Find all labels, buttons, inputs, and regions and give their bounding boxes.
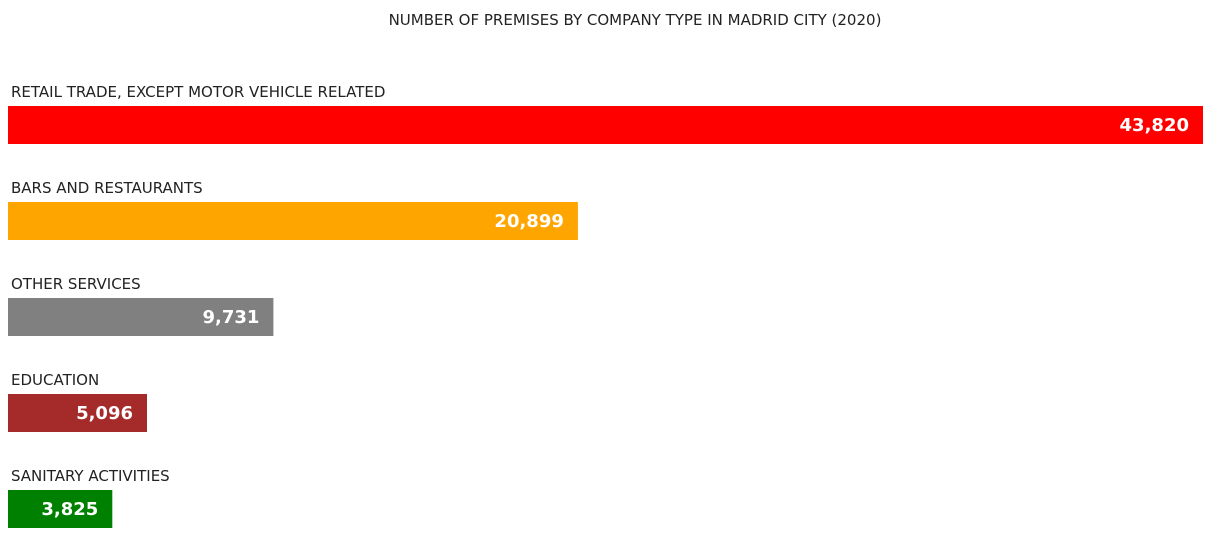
category-label-sanitary-activities: SANITARY ACTIVITIES bbox=[11, 467, 170, 485]
value-label-other-services: 9,731 bbox=[202, 307, 259, 328]
category-label-education: EDUCATION bbox=[11, 371, 99, 389]
value-label-sanitary-activities: 3,825 bbox=[41, 499, 98, 520]
bar-bars-and-restaurants bbox=[8, 202, 578, 240]
bar-other-services bbox=[8, 298, 274, 336]
bar-retail-trade-except-motor-vehicle-related bbox=[8, 106, 1203, 144]
value-label-retail-trade-except-motor-vehicle-related: 43,820 bbox=[1120, 115, 1189, 136]
category-label-retail-trade-except-motor-vehicle-related: RETAIL TRADE, EXCEPT MOTOR VEHICLE RELAT… bbox=[11, 83, 385, 101]
value-label-education: 5,096 bbox=[76, 403, 133, 424]
bar-education bbox=[8, 394, 147, 432]
bar-sanitary-activities bbox=[8, 490, 113, 528]
category-label-other-services: OTHER SERVICES bbox=[11, 275, 141, 293]
value-label-bars-and-restaurants: 20,899 bbox=[494, 211, 563, 232]
category-label-bars-and-restaurants: BARS AND RESTAURANTS bbox=[11, 179, 203, 197]
chart-title: NUMBER OF PREMISES BY COMPANY TYPE IN MA… bbox=[389, 11, 882, 29]
bars-group: RETAIL TRADE, EXCEPT MOTOR VEHICLE RELAT… bbox=[8, 83, 1203, 528]
